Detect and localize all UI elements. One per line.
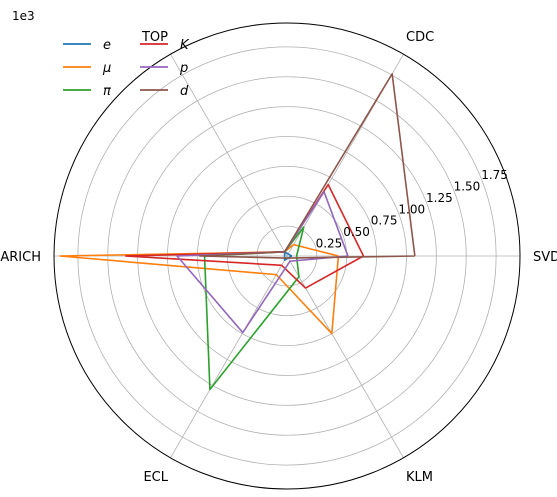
radial-tick-label-3: 0.75 bbox=[371, 214, 398, 228]
series-line-5 bbox=[176, 191, 349, 334]
radial-tick-labels: 0.250.500.751.001.251.501.75 bbox=[316, 168, 508, 251]
radial-tick-label-6: 1.50 bbox=[454, 179, 481, 193]
legend-entry-1: e bbox=[63, 38, 111, 53]
legend-entry-2: μ bbox=[63, 61, 111, 76]
axis-label-svd: SVD bbox=[533, 250, 557, 265]
axis-label-ecl: ECL bbox=[143, 470, 168, 485]
axis-label-klm: KLM bbox=[406, 470, 433, 485]
legend-entry-4: K bbox=[140, 38, 190, 53]
legend-label-6: d bbox=[180, 84, 189, 99]
radial-tick-label-5: 1.25 bbox=[426, 191, 453, 205]
axis-labels: SVD CDC TOP ARICH ECL KLM bbox=[0, 30, 557, 485]
legend-entry-6: d bbox=[140, 84, 189, 99]
spoke-top bbox=[170, 54, 288, 257]
axis-label-top: TOP bbox=[141, 30, 168, 45]
series-line-3 bbox=[203, 226, 305, 391]
legend-label-1: e bbox=[103, 38, 111, 53]
spoke-klm bbox=[286, 255, 404, 458]
axis-label-arich: ARICH bbox=[0, 250, 41, 265]
legend-label-5: p bbox=[179, 61, 188, 76]
legend-label-4: K bbox=[180, 38, 190, 53]
radial-scale-exponent: 1e3 bbox=[12, 9, 35, 23]
axis-label-cdc: CDC bbox=[406, 30, 434, 45]
angular-gridlines bbox=[54, 54, 520, 458]
series-line-4 bbox=[124, 183, 365, 289]
legend: eμπ Kpd bbox=[63, 38, 190, 99]
radial-tick-label-2: 0.50 bbox=[343, 225, 370, 239]
radial-tick-label-4: 1.00 bbox=[398, 202, 425, 216]
legend-label-2: μ bbox=[102, 61, 111, 76]
legend-label-3: π bbox=[103, 84, 111, 99]
radial-tick-label-7: 1.75 bbox=[481, 168, 508, 182]
series-lines bbox=[59, 73, 416, 391]
series-line-6 bbox=[198, 73, 416, 259]
legend-entry-5: p bbox=[140, 61, 188, 76]
radial-tick-label-1: 0.25 bbox=[316, 237, 343, 251]
series-line-2 bbox=[59, 243, 340, 335]
legend-entry-3: π bbox=[63, 84, 111, 99]
spoke-ecl bbox=[170, 255, 288, 458]
polar-frame bbox=[53, 22, 521, 490]
